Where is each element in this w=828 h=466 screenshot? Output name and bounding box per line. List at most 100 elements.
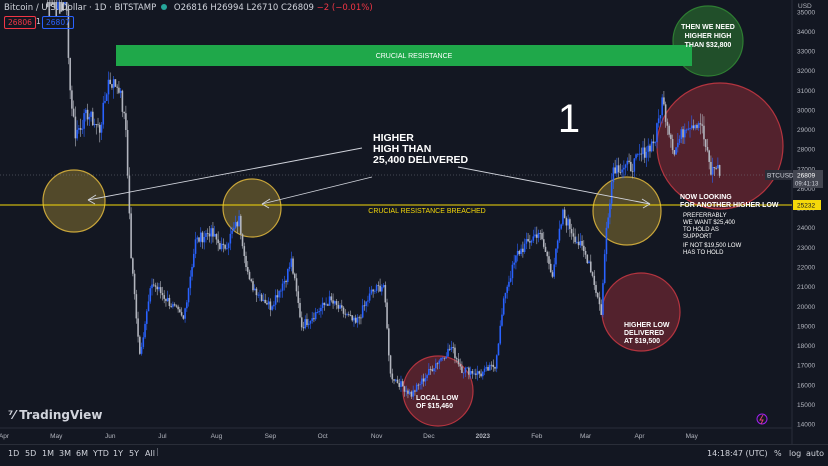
candle-body xyxy=(213,234,216,237)
local-low-line2: OF $15,460 xyxy=(416,403,453,410)
price-tick-label: 22000 xyxy=(797,265,815,272)
candle-body xyxy=(69,57,71,91)
candle-body xyxy=(710,161,712,175)
symbol-title[interactable]: Bitcoin / U.S. Dollar · 1D · BITSTAMP xyxy=(4,3,157,13)
candle-body xyxy=(654,142,656,144)
candle-body xyxy=(130,213,132,259)
candle-body xyxy=(553,264,556,277)
candle-body xyxy=(661,97,663,116)
range-1m-button[interactable]: 1M xyxy=(42,449,54,458)
lightning-icon[interactable] xyxy=(756,413,768,425)
candle-body xyxy=(119,90,122,93)
symbol-header[interactable]: Bitcoin / U.S. Dollar · 1D · BITSTAMP O2… xyxy=(4,3,373,13)
candle-body xyxy=(248,271,251,280)
buy-price-box[interactable]: 26807 xyxy=(42,16,74,29)
candle-body xyxy=(100,124,103,133)
arrowhead-may xyxy=(87,194,97,205)
candle-body xyxy=(60,2,63,12)
candle-body xyxy=(367,300,369,302)
candle-body xyxy=(497,343,500,356)
candle-body xyxy=(182,315,185,319)
candle-body xyxy=(163,295,165,299)
candle-body xyxy=(529,241,531,243)
candle-body xyxy=(624,164,627,168)
level-price-text: 25232 xyxy=(797,203,815,210)
candle-body xyxy=(574,236,576,243)
candle-body xyxy=(196,237,199,240)
range-all-button[interactable]: All xyxy=(145,449,155,458)
candle-body xyxy=(379,285,381,292)
percent-toggle[interactable]: % xyxy=(774,449,782,458)
candle-body xyxy=(198,237,200,242)
tradingview-logo[interactable]: ⁷⁄ TradingView xyxy=(8,408,102,422)
candle-body xyxy=(158,287,160,290)
currency-label[interactable]: USD xyxy=(798,3,812,10)
if-not-line2: HAS TO HOLD xyxy=(683,250,724,256)
candle-body xyxy=(304,319,307,329)
candle-body xyxy=(173,304,176,306)
range-6m-button[interactable]: 6M xyxy=(76,449,88,458)
higher-low-line2: DELIVERED xyxy=(624,330,664,337)
candle-body xyxy=(114,79,117,87)
candle-body xyxy=(673,150,676,155)
candle-body xyxy=(546,251,549,257)
range-5d-button[interactable]: 5D xyxy=(25,449,37,458)
spread-value: 1 xyxy=(36,17,41,26)
candle-body xyxy=(53,2,56,8)
if-not-line1: IF NOT $19,500 LOW xyxy=(683,243,742,249)
range-1d-button[interactable]: 1D xyxy=(8,449,20,458)
candle-body xyxy=(159,287,162,294)
candle-body xyxy=(656,123,658,143)
auto-toggle[interactable]: auto xyxy=(806,449,825,458)
candle-body xyxy=(666,121,669,126)
yellow-circle-may xyxy=(42,169,106,233)
candle-body xyxy=(499,325,502,344)
crucial-resistance-zone[interactable] xyxy=(116,45,692,66)
candle-body xyxy=(471,371,474,374)
range-3m-button[interactable]: 3M xyxy=(59,449,71,458)
candle-body xyxy=(233,227,235,231)
candle-body xyxy=(412,390,414,397)
candle-body xyxy=(93,124,96,126)
candle-body xyxy=(469,371,472,375)
candle-body xyxy=(607,217,609,228)
candle-body xyxy=(58,2,61,14)
candle-body xyxy=(473,373,475,375)
preferably-line3: TO HOLD AS xyxy=(683,227,719,233)
time-axis[interactable]: Apr May Jun Jul Aug Sep Oct Nov Dec 2023 Feb Mar Apr… xyxy=(0,433,699,440)
candle-body xyxy=(246,267,249,272)
candle-body xyxy=(389,355,392,374)
candle-body xyxy=(400,381,402,387)
candle-body xyxy=(220,243,223,250)
candle-body xyxy=(386,302,388,329)
log-toggle[interactable]: log xyxy=(789,449,802,458)
candle-body xyxy=(281,283,284,291)
candle-body xyxy=(441,357,444,359)
candle-body xyxy=(219,243,221,250)
candle-body xyxy=(468,367,470,375)
clock-time[interactable]: 14:18:47 (UTC) xyxy=(707,449,768,458)
btc-price-text: 26809 xyxy=(797,173,815,180)
candle-body xyxy=(562,209,564,225)
candle-body xyxy=(595,284,597,293)
time-tick-label: Jun xyxy=(105,433,116,440)
candle-body xyxy=(374,290,376,292)
range-5y-button[interactable]: 5Y xyxy=(129,449,139,458)
candle-body xyxy=(316,312,319,313)
candle-body xyxy=(226,248,228,250)
sell-price-box[interactable]: 26806 xyxy=(4,16,36,29)
candle-body xyxy=(518,250,521,254)
candle-body xyxy=(429,368,432,370)
candle-body xyxy=(454,347,456,359)
range-1y-button[interactable]: 1Y xyxy=(113,449,123,458)
candle-body xyxy=(140,346,143,354)
candle-body xyxy=(313,318,315,320)
candle-body xyxy=(97,124,99,126)
candle-body xyxy=(292,258,294,274)
candle-body xyxy=(123,111,125,114)
candle-body xyxy=(570,228,573,234)
tradingview-mark-icon: ⁷⁄ xyxy=(8,408,16,422)
candle-body xyxy=(128,175,131,214)
range-ytd-button[interactable]: YTD xyxy=(93,449,109,458)
